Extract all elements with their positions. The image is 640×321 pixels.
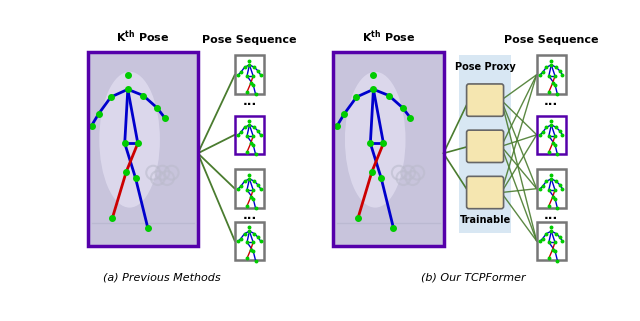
Text: Pose Sequence: Pose Sequence xyxy=(202,35,297,45)
Text: Pose Sequence: Pose Sequence xyxy=(504,35,598,45)
Text: ...: ... xyxy=(544,209,559,222)
FancyBboxPatch shape xyxy=(537,222,566,260)
FancyBboxPatch shape xyxy=(537,116,566,154)
Ellipse shape xyxy=(99,72,160,208)
Text: $\mathbf{K^{th}}$ Pose: $\mathbf{K^{th}}$ Pose xyxy=(362,28,415,45)
Text: ...: ... xyxy=(243,209,257,222)
FancyBboxPatch shape xyxy=(235,169,264,208)
FancyBboxPatch shape xyxy=(467,176,504,209)
Text: ...: ... xyxy=(544,95,559,108)
Text: Pose Proxy: Pose Proxy xyxy=(454,62,515,72)
Bar xyxy=(88,52,198,247)
Ellipse shape xyxy=(345,72,406,208)
Text: (b) Our TCPFormer: (b) Our TCPFormer xyxy=(421,272,525,282)
FancyBboxPatch shape xyxy=(235,222,264,260)
FancyBboxPatch shape xyxy=(467,130,504,162)
Bar xyxy=(333,52,444,247)
Text: (a) Previous Methods: (a) Previous Methods xyxy=(103,272,221,282)
FancyBboxPatch shape xyxy=(235,56,264,94)
Text: $\mathbf{K^{th}}$ Pose: $\mathbf{K^{th}}$ Pose xyxy=(116,28,170,45)
FancyBboxPatch shape xyxy=(459,56,511,232)
FancyBboxPatch shape xyxy=(537,169,566,208)
Text: Trainable: Trainable xyxy=(460,215,511,225)
FancyBboxPatch shape xyxy=(537,56,566,94)
FancyBboxPatch shape xyxy=(235,116,264,154)
Text: ...: ... xyxy=(243,95,257,108)
FancyBboxPatch shape xyxy=(467,84,504,116)
